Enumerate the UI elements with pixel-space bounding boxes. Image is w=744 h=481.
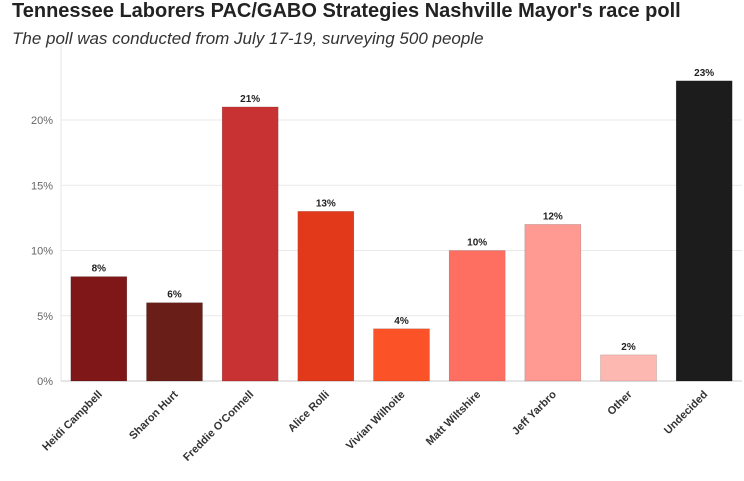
data-label: 12% <box>543 211 563 222</box>
data-labels: 8% 6% 21% 13% 4% 10% 12% 2% 23% <box>92 68 715 353</box>
y-tick-label: 0% <box>37 376 53 388</box>
data-label: 21% <box>240 94 260 105</box>
bar[interactable] <box>146 302 203 382</box>
y-axis-ticks: 0% 5% 10% 15% 20% <box>31 115 53 388</box>
x-tick-label: Vivian Wilhoite <box>344 389 408 453</box>
chart-subtitle: The poll was conducted from July 17-19, … <box>12 29 484 48</box>
x-tick-label: Freddie O'Connell <box>181 389 256 464</box>
data-label: 2% <box>621 342 636 353</box>
x-axis-labels: Heidi Campbell Sharon Hurt Freddie O'Conne… <box>40 388 710 464</box>
bar[interactable] <box>70 276 128 382</box>
bars <box>70 80 733 382</box>
data-label: 13% <box>316 198 336 209</box>
x-tick-label: Sharon Hurt <box>127 388 181 442</box>
data-label: 4% <box>394 316 409 327</box>
data-label: 8% <box>92 264 107 275</box>
chart-title: Tennessee Laborers PAC/GABO Strategies N… <box>12 0 681 22</box>
y-tick-label: 5% <box>37 311 53 323</box>
bar[interactable] <box>373 328 430 382</box>
bar[interactable] <box>221 106 279 382</box>
y-tick-label: 10% <box>31 246 53 258</box>
x-tick-label: Matt Wiltshire <box>424 389 483 448</box>
y-tick-label: 15% <box>31 180 53 192</box>
y-tick-label: 20% <box>31 115 53 127</box>
x-tick-label: Heidi Campbell <box>40 389 105 454</box>
bar[interactable] <box>524 224 582 382</box>
x-tick-label: Undecided <box>662 389 710 437</box>
bar[interactable] <box>600 354 657 382</box>
x-tick-label: Jeff Yarbro <box>510 388 559 437</box>
data-label: 23% <box>694 68 714 79</box>
bar[interactable] <box>448 250 506 382</box>
data-label: 10% <box>467 238 487 249</box>
x-tick-label: Alice Rolli <box>286 389 332 435</box>
data-label: 6% <box>167 290 182 301</box>
bar[interactable] <box>297 211 355 382</box>
x-tick-label: Other <box>605 388 635 418</box>
bar[interactable] <box>675 80 733 382</box>
